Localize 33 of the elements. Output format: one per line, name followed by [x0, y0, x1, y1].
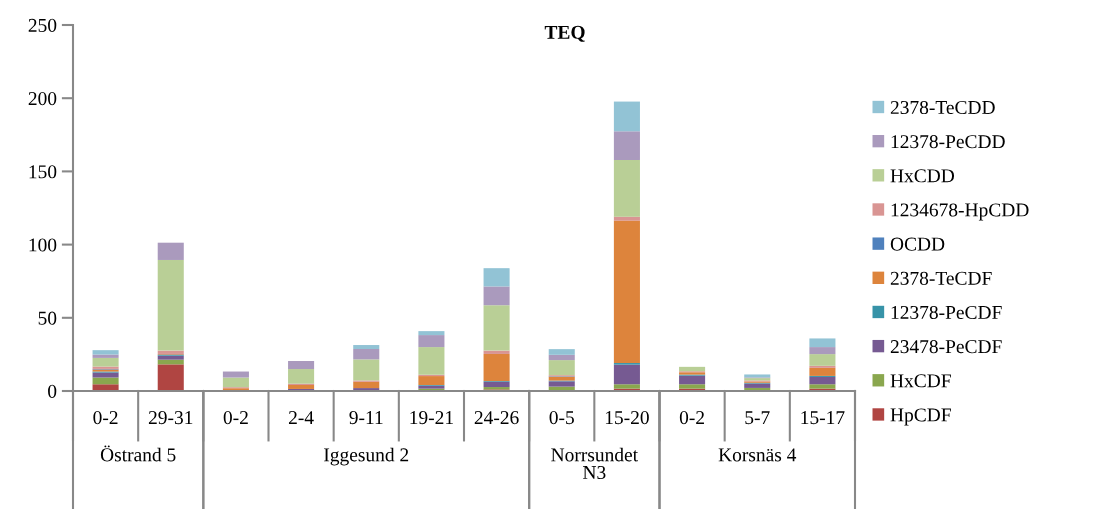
text: Korsnäs 4: [718, 448, 797, 462]
legend-label: 23478-PeCDF: [890, 340, 1002, 354]
y-tick-label: 0: [48, 384, 57, 398]
legend-label: 12378-PeCDF: [891, 305, 1002, 320]
x-tick-label: 9-11: [349, 411, 383, 425]
y-tick-label: 50: [38, 311, 57, 325]
y-tick-label: 100: [29, 238, 57, 252]
text: Iggesund 2: [324, 447, 409, 466]
y-tick-label: 200: [28, 92, 57, 106]
legend-label: HpCDF: [890, 408, 951, 426]
text: Norrsundet N3: [551, 447, 638, 480]
x-tick-label: 15-17: [801, 411, 845, 425]
legend-label: 2378-TeCDD: [890, 100, 995, 115]
x-tick-label: 5-7: [745, 411, 770, 425]
x-tick-label: 0-2: [93, 411, 118, 425]
legend-label: 2378-TeCDF: [890, 271, 992, 285]
legend-label: HxCDF: [890, 374, 951, 388]
y-tick-label: 150: [29, 165, 57, 179]
chart-title: TEQ: [544, 25, 585, 42]
x-tick-label: 19-21: [410, 411, 453, 425]
x-tick-label: 15-20: [605, 411, 649, 425]
legend-label: 12378-PeCDD: [891, 135, 1005, 149]
text: Östrand 5: [100, 445, 176, 462]
x-tick-label: 0-2: [223, 411, 248, 425]
legend-label: 1234678-HpCDD: [891, 203, 1029, 221]
legend-label: HxCDD: [890, 169, 955, 183]
x-tick-label: 29-31: [148, 411, 193, 425]
x-tick-label: 0-2: [679, 411, 704, 425]
x-tick-label: 24-26: [474, 411, 519, 425]
x-tick-label: 0-5: [549, 411, 574, 425]
x-tick-label: 2-4: [288, 411, 314, 424]
legend-label: OCDD: [890, 237, 945, 251]
y-tick-label: 250: [28, 18, 57, 32]
